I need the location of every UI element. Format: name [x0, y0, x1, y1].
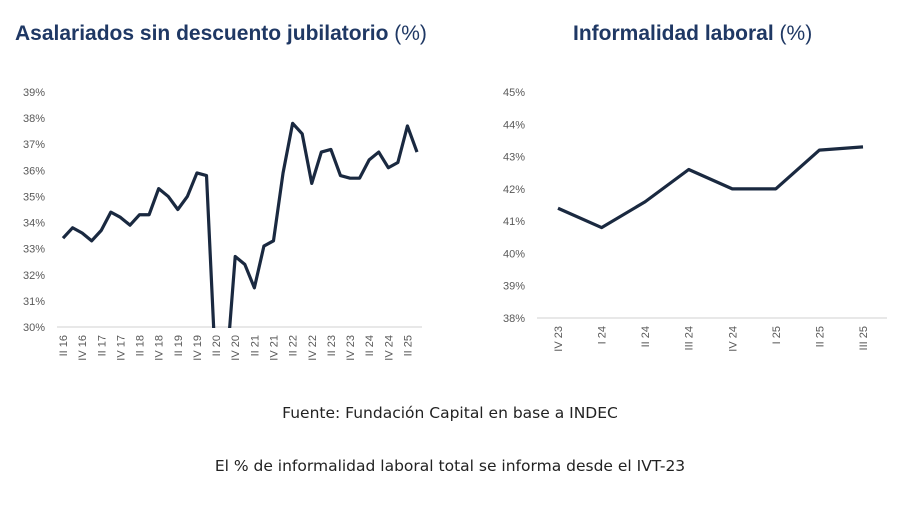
x-tick-label: II 19 — [173, 335, 185, 356]
y-tick-label: 33% — [23, 244, 45, 256]
x-tick-label: IV 20 — [230, 335, 242, 361]
x-tick-label: I 24 — [597, 326, 609, 344]
x-tick-label: IV 24 — [727, 326, 739, 352]
y-tick-label: 34% — [23, 218, 45, 230]
x-tick-label: IV 23 — [553, 326, 565, 352]
x-tick-label: IV 21 — [268, 335, 280, 361]
right-title-text: Informalidad laboral — [573, 22, 774, 45]
x-tick-label: II 22 — [288, 335, 300, 356]
x-tick-label: II 23 — [326, 335, 338, 356]
x-tick-label: III 24 — [684, 326, 696, 350]
x-tick-label: II 18 — [135, 335, 147, 356]
y-tick-label: 43% — [503, 152, 525, 164]
y-tick-label: 41% — [503, 216, 525, 228]
x-tick-label: IV 16 — [77, 335, 89, 361]
y-tick-label: 30% — [23, 322, 45, 334]
y-tick-label: 36% — [23, 165, 45, 177]
x-tick-label: II 21 — [249, 335, 261, 356]
x-tick-label: IV 17 — [115, 335, 127, 361]
x-tick-label: III 25 — [858, 326, 870, 350]
y-tick-label: 37% — [23, 139, 45, 151]
x-tick-label: II 25 — [814, 326, 826, 347]
y-tick-label: 39% — [503, 281, 525, 293]
left-chart-title: Asalariados sin descuento jubilatorio (%… — [15, 22, 427, 46]
x-tick-label: IV 22 — [307, 335, 319, 361]
y-tick-label: 40% — [503, 248, 525, 260]
x-tick-label: II 20 — [211, 335, 223, 356]
y-tick-label: 45% — [503, 87, 525, 99]
x-tick-label: IV 18 — [154, 335, 166, 361]
y-tick-label: 35% — [23, 191, 45, 203]
footnote: El % de informalidad laboral total se in… — [214, 457, 686, 475]
y-tick-label: 38% — [23, 113, 45, 125]
x-tick-label: I 25 — [771, 326, 783, 344]
x-tick-label: II 25 — [402, 335, 414, 356]
x-tick-label: IV 23 — [345, 335, 357, 361]
x-tick-label: II 24 — [364, 335, 376, 356]
x-tick-label: IV 24 — [383, 335, 395, 361]
y-tick-label: 32% — [23, 270, 45, 282]
series-line — [557, 145, 864, 230]
right-chart-title: Informalidad laboral (%) — [573, 22, 812, 46]
y-tick-label: 38% — [503, 313, 525, 325]
x-tick-label: II 17 — [96, 335, 108, 356]
x-tick-label: II 16 — [58, 335, 70, 356]
y-tick-label: 39% — [23, 87, 45, 99]
right-title-unit: (%) — [779, 22, 813, 45]
y-tick-label: 42% — [503, 184, 525, 196]
y-tick-label: 31% — [23, 296, 45, 308]
left-title-unit: (%) — [394, 22, 427, 45]
left-title-text: Asalariados sin descuento jubilatorio — [15, 22, 389, 45]
source-note: Fuente: Fundación Capital en base a INDE… — [282, 404, 618, 422]
y-tick-label: 44% — [503, 119, 525, 131]
x-tick-label: IV 19 — [192, 335, 204, 361]
series-line — [61, 121, 419, 328]
chart-1: 38% 39% 40% 41% 42% 43% 44% 45% IV 23 I 24 II 24 II… — [503, 87, 887, 352]
x-tick-label: II 24 — [640, 326, 652, 347]
chart-0: 30% 31% 32% 33% 34% 35% 36% 37% 38% 39% II 16 IV 16… — [23, 87, 422, 361]
